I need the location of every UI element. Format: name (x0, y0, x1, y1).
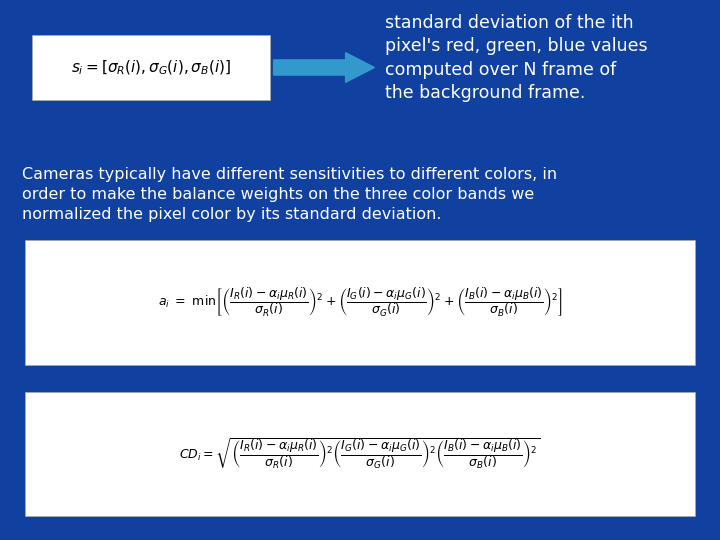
FancyArrow shape (274, 53, 374, 82)
Text: $s_i = [\sigma_R(i), \sigma_G(i), \sigma_B(i)]$: $s_i = [\sigma_R(i), \sigma_G(i), \sigma… (71, 58, 231, 77)
FancyBboxPatch shape (32, 35, 270, 100)
FancyBboxPatch shape (25, 240, 695, 364)
Text: Cameras typically have different sensitivities to different colors, in
order to : Cameras typically have different sensiti… (22, 167, 557, 222)
Text: $a_i \ = \ \min \left[ \left( \dfrac{I_R(i) - \alpha_i \mu_R(i)}{\sigma_R(i)} \r: $a_i \ = \ \min \left[ \left( \dfrac{I_R… (158, 286, 562, 319)
FancyBboxPatch shape (25, 392, 695, 516)
Text: standard deviation of the ith
pixel's red, green, blue values
computed over N fr: standard deviation of the ith pixel's re… (385, 14, 648, 102)
Text: $CD_i = \sqrt{ \left( \dfrac{I_R(i) - \alpha_i \mu_R(i)}{\sigma_R(i)} \right)^2 : $CD_i = \sqrt{ \left( \dfrac{I_R(i) - \a… (179, 436, 541, 471)
